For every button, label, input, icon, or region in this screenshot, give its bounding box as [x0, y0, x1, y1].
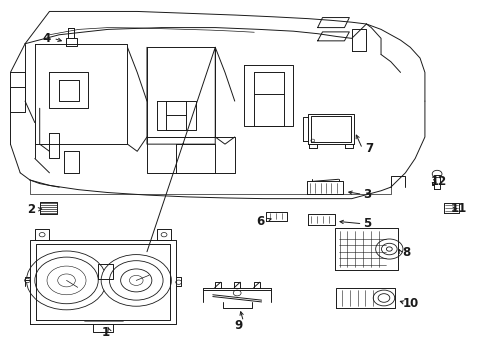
- Circle shape: [372, 290, 394, 306]
- Circle shape: [175, 280, 181, 284]
- Circle shape: [161, 233, 166, 237]
- Circle shape: [47, 266, 86, 295]
- Circle shape: [310, 139, 314, 142]
- Text: 2: 2: [27, 203, 35, 216]
- Text: 5: 5: [363, 217, 371, 230]
- Text: 12: 12: [429, 175, 446, 188]
- Text: 1: 1: [102, 326, 109, 339]
- Circle shape: [58, 274, 75, 287]
- Circle shape: [121, 269, 152, 292]
- Circle shape: [386, 247, 391, 251]
- Circle shape: [431, 170, 441, 177]
- Text: 10: 10: [402, 297, 419, 310]
- Circle shape: [233, 290, 241, 296]
- Circle shape: [381, 243, 396, 255]
- Circle shape: [26, 251, 106, 310]
- Circle shape: [24, 278, 30, 283]
- Text: 9: 9: [234, 319, 242, 332]
- Text: 3: 3: [363, 188, 371, 201]
- Text: 4: 4: [43, 32, 51, 45]
- Text: 6: 6: [255, 215, 264, 228]
- Circle shape: [109, 261, 163, 300]
- Circle shape: [39, 233, 45, 237]
- Circle shape: [101, 255, 171, 306]
- Circle shape: [377, 294, 389, 302]
- Circle shape: [129, 275, 143, 285]
- Text: 8: 8: [402, 246, 409, 259]
- Circle shape: [35, 257, 98, 304]
- Text: 7: 7: [364, 142, 372, 155]
- Circle shape: [375, 239, 402, 259]
- Text: 11: 11: [450, 202, 466, 215]
